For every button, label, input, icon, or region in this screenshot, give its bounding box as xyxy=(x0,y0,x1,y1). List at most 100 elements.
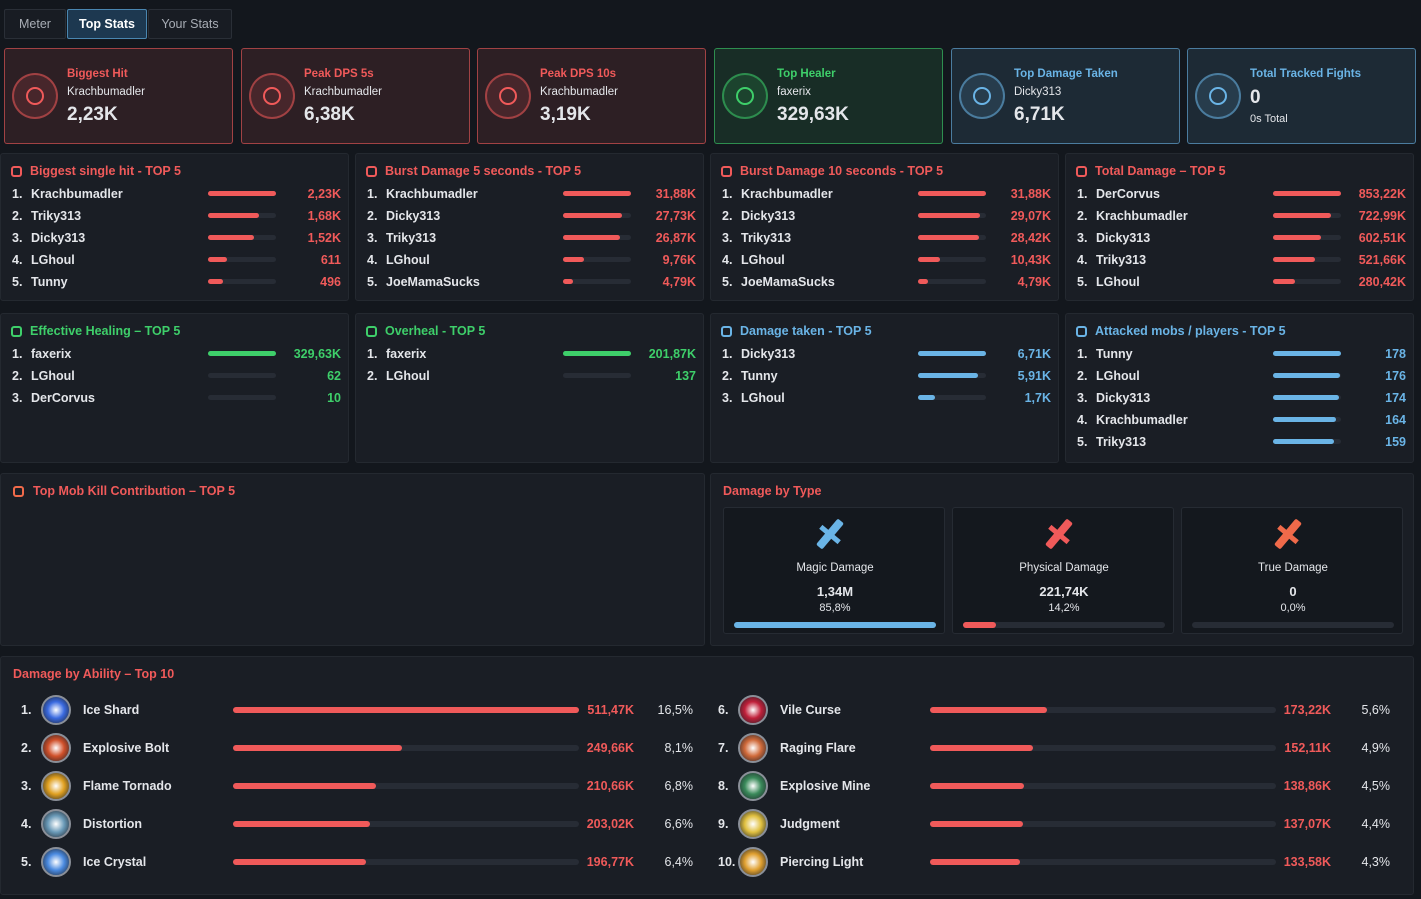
player-name: JoeMamaSucks xyxy=(741,275,835,289)
panel-title: Attacked mobs / players - TOP 5 xyxy=(1095,324,1286,338)
panel-icon xyxy=(1076,325,1087,337)
stat-value: 10,43K xyxy=(1010,253,1051,267)
rank: 6. xyxy=(718,703,729,717)
bar-track xyxy=(930,859,1276,865)
rank: 3. xyxy=(722,231,733,245)
damage-type-card: True Damage 0 0,0% xyxy=(1181,507,1403,634)
stat-value: 26,87K xyxy=(655,231,696,245)
bar xyxy=(208,351,276,356)
ability-icon xyxy=(41,809,71,839)
bar xyxy=(208,279,224,284)
player-name: DerCorvus xyxy=(31,391,95,405)
ability-value: 196,77K xyxy=(586,855,634,869)
stat-value: 27,73K xyxy=(655,209,696,223)
rank: 2. xyxy=(367,369,378,383)
player-name: LGhoul xyxy=(741,253,785,267)
bar xyxy=(208,191,276,196)
rank: 5. xyxy=(722,275,733,289)
stat-value: 31,88K xyxy=(1010,187,1051,201)
stat-value: 521,66K xyxy=(1358,253,1406,267)
ability-percent: 16,5% xyxy=(657,703,693,717)
panel-title: Burst Damage 10 seconds - TOP 5 xyxy=(740,164,944,178)
player-name: DerCorvus xyxy=(1096,187,1160,201)
stat-value: 280,42K xyxy=(1358,275,1406,289)
card-value: 0 xyxy=(1250,87,1261,108)
bar xyxy=(233,707,579,713)
bar xyxy=(1273,373,1341,378)
tab[interactable]: Your Stats xyxy=(148,9,232,39)
ability-percent: 4,4% xyxy=(1361,817,1391,831)
player-name: Krachbumadler xyxy=(741,187,833,201)
player-name: Dicky313 xyxy=(386,209,441,223)
bar xyxy=(918,257,941,262)
rank: 1. xyxy=(722,347,733,361)
panel-title: Top Mob Kill Contribution – TOP 5 xyxy=(33,484,236,498)
type-value: 221,74K xyxy=(1039,584,1089,599)
bar xyxy=(930,859,1021,865)
ability-value: 133,58K xyxy=(1283,855,1331,869)
card-icon-glyph xyxy=(736,87,754,105)
ability-value: 137,07K xyxy=(1283,817,1331,831)
panel-icon xyxy=(11,165,22,177)
bar xyxy=(563,235,621,240)
ability-percent: 4,5% xyxy=(1361,779,1391,793)
ability-percent: 4,9% xyxy=(1361,741,1391,755)
rank: 2. xyxy=(12,209,23,223)
bar-track xyxy=(233,821,579,827)
ability-value: 511,47K xyxy=(587,703,634,717)
rank: 1. xyxy=(1077,187,1088,201)
ability-name: Judgment xyxy=(780,817,840,831)
bar-track xyxy=(208,373,276,378)
damage-type-card: Physical Damage 221,74K 14,2% xyxy=(952,507,1174,634)
bar xyxy=(1273,417,1336,422)
card-value: 2,23K xyxy=(67,104,118,125)
tab[interactable]: Meter xyxy=(4,9,66,39)
ability-name: Ice Shard xyxy=(83,703,140,717)
player-name: Triky313 xyxy=(31,209,82,223)
rank: 2. xyxy=(12,369,23,383)
card-value: 6,38K xyxy=(304,104,355,125)
stat-value: 1,7K xyxy=(1024,391,1051,405)
type-name: True Damage xyxy=(1258,562,1328,574)
stat-panel: Overheal - TOP 5 1. faxerix 201,87K 2. LGhoul… xyxy=(355,313,704,463)
rank: 1. xyxy=(367,347,378,361)
bar xyxy=(233,821,371,827)
type-value: 0 xyxy=(1289,584,1297,599)
ability-icon xyxy=(41,771,71,801)
summary-card: Top Damage Taken Dicky313 6,71K xyxy=(951,48,1180,144)
rank: 1. xyxy=(722,187,733,201)
ability-icon xyxy=(41,695,71,725)
stat-value: 201,87K xyxy=(648,347,696,361)
panel-title: Damage taken - TOP 5 xyxy=(740,324,872,338)
player-name: LGhoul xyxy=(1096,275,1140,289)
bar xyxy=(963,622,997,628)
stat-panel: Attacked mobs / players - TOP 5 1. Tunny 17… xyxy=(1065,313,1414,463)
player-name: Tunny xyxy=(1096,347,1133,361)
ability-value: 173,22K xyxy=(1283,703,1331,717)
bar xyxy=(208,235,255,240)
panel-title: Damage by Type xyxy=(723,484,822,498)
bar-track xyxy=(930,745,1276,751)
ability-percent: 5,6% xyxy=(1361,703,1391,717)
rank: 5. xyxy=(12,275,23,289)
card-icon-glyph xyxy=(26,87,44,105)
player-name: LGhoul xyxy=(1096,369,1140,383)
bar-track xyxy=(918,395,986,400)
damage-type-card: Magic Damage 1,34M 85,8% xyxy=(723,507,945,634)
ability-name: Flame Tornado xyxy=(83,779,172,793)
rank: 4. xyxy=(21,817,32,831)
tab[interactable]: Top Stats xyxy=(67,9,147,39)
card-title: Peak DPS 5s xyxy=(304,68,374,80)
summary-card: Top Healer faxerix 329,63K xyxy=(714,48,943,144)
ability-icon xyxy=(738,733,768,763)
damage-type-panel: Damage by Type Magic Damage 1,34M 85,8% Phys… xyxy=(710,473,1414,646)
rank: 3. xyxy=(12,231,23,245)
card-title: Biggest Hit xyxy=(67,68,128,80)
player-name: faxerix xyxy=(386,347,427,361)
bar-track xyxy=(208,257,276,262)
card-icon-glyph xyxy=(1209,87,1227,105)
player-name: Triky313 xyxy=(1096,435,1147,449)
bar xyxy=(918,279,929,284)
stat-panel: Effective Healing – TOP 5 1. faxerix 329,63… xyxy=(0,313,349,463)
